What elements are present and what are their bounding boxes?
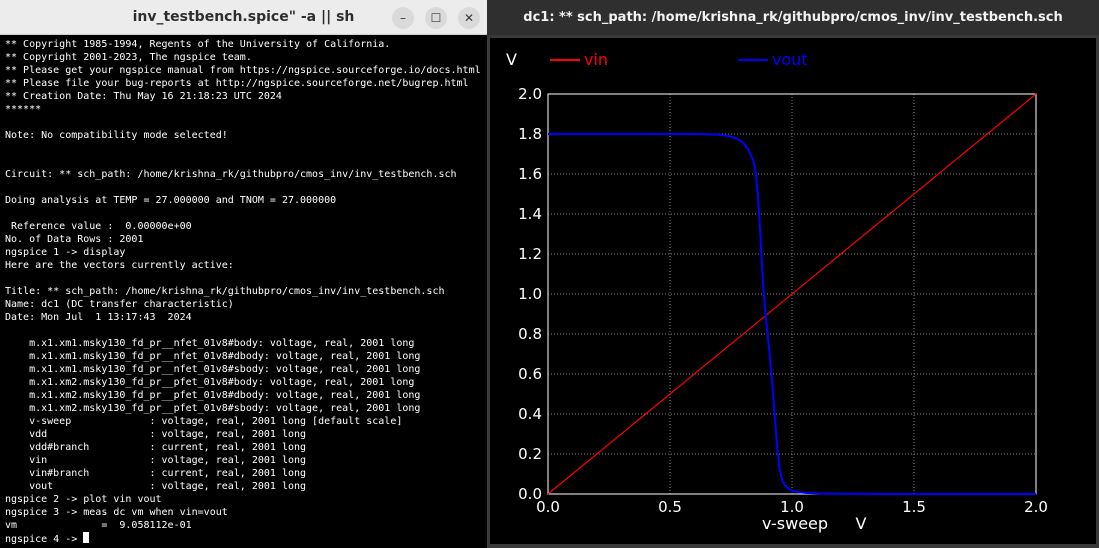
y-tick-label: 2.0 bbox=[518, 85, 542, 103]
terminal-line: Reference value : 0.00000e+00 bbox=[5, 221, 192, 232]
x-tick-label: 0.0 bbox=[536, 498, 560, 516]
terminal-line: vdd : voltage, real, 2001 long bbox=[5, 429, 307, 440]
y-tick-label: 0.0 bbox=[518, 485, 542, 503]
terminal-line: ****** bbox=[5, 104, 42, 115]
legend-label-vout: vout bbox=[772, 50, 808, 69]
terminal-line: ** Please file your bug-reports at http:… bbox=[5, 78, 469, 89]
terminal-line: m.x1.xm2.msky130_fd_pr__pfet_01v8#sbody:… bbox=[5, 403, 421, 414]
dc-transfer-chart[interactable]: 0.0 0.5 1.0 1.5 2.0 0.0 0.2 0.4 0.6 0.8 1.0 1.2 1.4 1… bbox=[490, 38, 1096, 544]
terminal-line: Doing analysis at TEMP = 27.000000 and T… bbox=[5, 195, 337, 206]
maximize-icon[interactable]: ☐ bbox=[425, 7, 447, 29]
y-tick-label: 0.4 bbox=[518, 405, 542, 423]
terminal-line bbox=[5, 155, 487, 168]
terminal-line: ** Copyright 2001-2023, The ngspice team… bbox=[5, 52, 252, 63]
y-tick-label: 0.8 bbox=[518, 325, 542, 343]
plot-window-title: dc1: ** sch_path: /home/krishna_rk/githu… bbox=[523, 10, 1063, 25]
terminal-line: Name: dc1 (DC transfer characteristic) bbox=[5, 299, 234, 310]
terminal-line: vin : voltage, real, 2001 long bbox=[5, 455, 307, 466]
terminal-line: Title: ** sch_path: /home/krishna_rk/git… bbox=[5, 286, 445, 297]
terminal-line: m.x1.xm2.msky130_fd_pr__pfet_01v8#body: … bbox=[5, 377, 415, 388]
terminal-line: m.x1.xm1.msky130_fd_pr__nfet_01v8#sbody:… bbox=[5, 364, 421, 375]
x-tick-label: 1.5 bbox=[902, 498, 926, 516]
plot-frame bbox=[547, 93, 1037, 495]
terminal-line bbox=[5, 116, 487, 129]
terminal-line bbox=[5, 142, 487, 155]
series-line-vout bbox=[548, 133, 1036, 495]
y-axis-unit: V bbox=[506, 50, 517, 69]
plot-canvas[interactable]: 0.0 0.5 1.0 1.5 2.0 0.0 0.2 0.4 0.6 0.8 1.0 1.2 1.4 1… bbox=[490, 38, 1096, 544]
x-tick-label: 0.5 bbox=[658, 498, 682, 516]
terminal-titlebar[interactable]: inv_testbench.spice" -a || sh – ☐ ✕ bbox=[0, 0, 487, 35]
terminal-window[interactable]: inv_testbench.spice" -a || sh – ☐ ✕ ** C… bbox=[0, 0, 487, 548]
terminal-line: ngspice 1 -> display bbox=[5, 247, 126, 258]
y-tick-label: 1.8 bbox=[518, 125, 542, 143]
terminal-window-title: inv_testbench.spice" -a || sh bbox=[132, 9, 355, 25]
terminal-line: ** Copyright 1985-1994, Regents of the U… bbox=[5, 39, 391, 50]
close-icon[interactable]: ✕ bbox=[458, 7, 480, 29]
terminal-line: ** Creation Date: Thu May 16 21:18:23 UT… bbox=[5, 91, 282, 102]
terminal-prompt-line[interactable]: ngspice 4 -> bbox=[5, 532, 487, 545]
terminal-line: ngspice 2 -> plot vin vout bbox=[5, 494, 162, 505]
plot-window[interactable]: dc1: ** sch_path: /home/krishna_rk/githu… bbox=[487, 0, 1099, 548]
y-tick-label: 1.2 bbox=[518, 245, 542, 263]
terminal-line: No. of Data Rows : 2001 bbox=[5, 234, 144, 245]
terminal-line: Date: Mon Jul 1 13:17:43 2024 bbox=[5, 312, 192, 323]
terminal-prompt: ngspice 4 -> bbox=[5, 534, 84, 545]
terminal-line: vout : voltage, real, 2001 long bbox=[5, 481, 307, 492]
terminal-line: m.x1.xm2.msky130_fd_pr__pfet_01v8#dbody:… bbox=[5, 390, 421, 401]
text-cursor bbox=[83, 532, 90, 543]
y-tick-label: 1.4 bbox=[518, 205, 542, 223]
terminal-line: v-sweep : voltage, real, 2001 long [defa… bbox=[5, 416, 403, 427]
terminal-line: Here are the vectors currently active: bbox=[5, 260, 234, 271]
terminal-output[interactable]: ** Copyright 1985-1994, Regents of the U… bbox=[5, 38, 487, 548]
x-axis-unit: V bbox=[856, 514, 867, 533]
terminal-line bbox=[5, 207, 487, 220]
x-tick-label: 2.0 bbox=[1024, 498, 1048, 516]
minimize-icon[interactable]: – bbox=[392, 7, 414, 29]
y-tick-label: 0.6 bbox=[518, 365, 542, 383]
terminal-line bbox=[5, 272, 487, 285]
terminal-line: ngspice 3 -> meas dc vm when vin=vout bbox=[5, 507, 228, 518]
terminal-line bbox=[5, 181, 487, 194]
series-line-vin bbox=[547, 93, 1037, 495]
x-tick-label: 1.0 bbox=[780, 498, 804, 516]
terminal-line: vdd#branch : current, real, 2001 long bbox=[5, 442, 307, 453]
terminal-line: vin#branch : current, real, 2001 long bbox=[5, 468, 307, 479]
terminal-line bbox=[5, 324, 487, 337]
terminal-line: Note: No compatibility mode selected! bbox=[5, 130, 228, 141]
legend-label-vin: vin bbox=[584, 50, 608, 69]
terminal-line: m.x1.xm1.msky130_fd_pr__nfet_01v8#body: … bbox=[5, 338, 415, 349]
terminal-line: ** Please get your ngspice manual from h… bbox=[5, 65, 481, 76]
y-tick-label: 1.6 bbox=[518, 165, 542, 183]
plot-titlebar[interactable]: dc1: ** sch_path: /home/krishna_rk/githu… bbox=[487, 0, 1099, 35]
terminal-line: Circuit: ** sch_path: /home/krishna_rk/g… bbox=[5, 169, 457, 180]
terminal-line: m.x1.xm1.msky130_fd_pr__nfet_01v8#dbody:… bbox=[5, 351, 421, 362]
x-axis-label: v-sweep bbox=[762, 514, 828, 533]
terminal-line: vm = 9.058112e-01 bbox=[5, 520, 192, 531]
y-tick-label: 0.2 bbox=[518, 445, 542, 463]
y-tick-label: 1.0 bbox=[518, 285, 542, 303]
